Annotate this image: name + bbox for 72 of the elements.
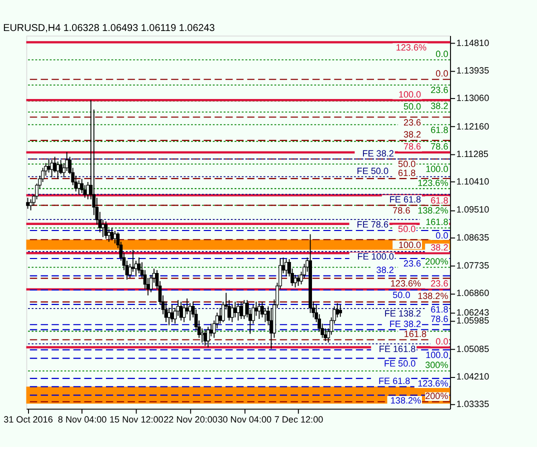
- annotation: 38.2: [430, 101, 448, 112]
- annotation: FE 78.6: [356, 220, 388, 230]
- annotation: 23.6: [430, 278, 448, 289]
- annotation: 138.2%: [390, 395, 422, 406]
- annotation: 100.0: [426, 164, 448, 174]
- y-tick-label: 1.05985: [456, 316, 490, 326]
- annotation: 61.8: [430, 304, 448, 315]
- annotation: FE 100.0: [357, 252, 394, 262]
- annotation: FE 50.0: [356, 166, 388, 176]
- annotation: 100.0: [426, 350, 448, 360]
- annotation: 138.2%: [418, 291, 448, 302]
- annotation: 200%: [425, 256, 448, 267]
- annotation: 200%: [425, 391, 448, 402]
- x-tick-label: 15 Nov 12:00: [110, 414, 164, 425]
- annotation: 23.6: [430, 85, 448, 96]
- y-tick-label: 1.14810: [456, 38, 490, 48]
- y-tick-label: 1.13935: [456, 65, 490, 76]
- annotation: FE 50.0: [384, 358, 416, 368]
- annotation: 123.6%: [418, 378, 448, 389]
- y-tick-label: 1.11285: [456, 148, 488, 159]
- annotation: 61.8: [430, 195, 448, 206]
- chart-title: EURUSD,H4 1.06328 1.06493 1.06119 1.06243: [3, 23, 216, 34]
- annotation: 0.0: [436, 68, 448, 79]
- x-tick-label: 8 Nov 04:00: [58, 414, 107, 425]
- annotation: 78.6: [430, 314, 448, 324]
- annotation: FE 61.8: [378, 376, 410, 386]
- annotation: 78.6: [392, 205, 410, 216]
- annotation: 50.0: [398, 224, 416, 234]
- y-tick-label: 1.10410: [456, 176, 490, 186]
- annotation: FE 38.2: [389, 318, 422, 329]
- annotation: FE 38.2: [362, 148, 394, 158]
- annotation: 123.6%: [390, 278, 422, 288]
- annotation: 123.6%: [396, 42, 427, 52]
- annotation: 0.0: [436, 230, 448, 241]
- annotation: FE 61.8: [389, 194, 422, 204]
- y-tick-label: 1.13060: [456, 92, 490, 103]
- annotation: 100.0: [398, 89, 422, 100]
- y-tick-label: 1.04210: [456, 372, 490, 382]
- annotation: 61.8: [430, 124, 448, 135]
- y-tick-label: 1.05085: [456, 344, 490, 354]
- y-tick-label: 1.06860: [456, 288, 490, 298]
- y-tick-label: 1.08635: [456, 232, 490, 242]
- annotation: FE 138.2: [384, 308, 422, 319]
- annotation: 38.2: [430, 242, 448, 252]
- annotation: FE 161.8: [378, 344, 416, 354]
- annotation: 123.6%: [418, 178, 448, 188]
- annotation: 0.0: [436, 336, 448, 347]
- annotation: 38.2: [403, 130, 422, 140]
- x-tick-label: 22 Nov 20:00: [164, 414, 218, 425]
- x-tick-label: 31 Oct 2016: [4, 414, 53, 425]
- x-tick-label: 30 Nov 04:00: [218, 414, 272, 425]
- y-tick-label: 1.06243: [456, 308, 490, 318]
- annotation: 161.8: [426, 217, 448, 228]
- annotation: 50.0: [403, 101, 422, 112]
- annotation: 50.0: [398, 159, 416, 170]
- y-tick-label: 1.07735: [456, 260, 490, 271]
- annotation: 50.0: [392, 290, 410, 300]
- annotation: 61.8: [398, 168, 416, 178]
- annotation: 138.2%: [418, 205, 448, 216]
- annotation: 300%: [425, 360, 448, 370]
- y-tick-label: 1.03335: [456, 399, 490, 410]
- y-tick-label: 1.12160: [456, 121, 490, 132]
- annotation: 161.8: [404, 329, 427, 340]
- annotation: 78.6: [403, 142, 422, 152]
- y-tick-label: 1.09510: [456, 204, 490, 215]
- x-tick-label: 7 Dec 12:00: [274, 414, 324, 425]
- annotation: 78.6: [430, 142, 448, 152]
- annotation: 23.6: [403, 117, 422, 128]
- annotation: 0.0: [436, 49, 448, 60]
- annotation: 100.0: [398, 240, 422, 250]
- annotation: 23.6: [403, 258, 422, 269]
- annotation: 38.2: [376, 265, 394, 276]
